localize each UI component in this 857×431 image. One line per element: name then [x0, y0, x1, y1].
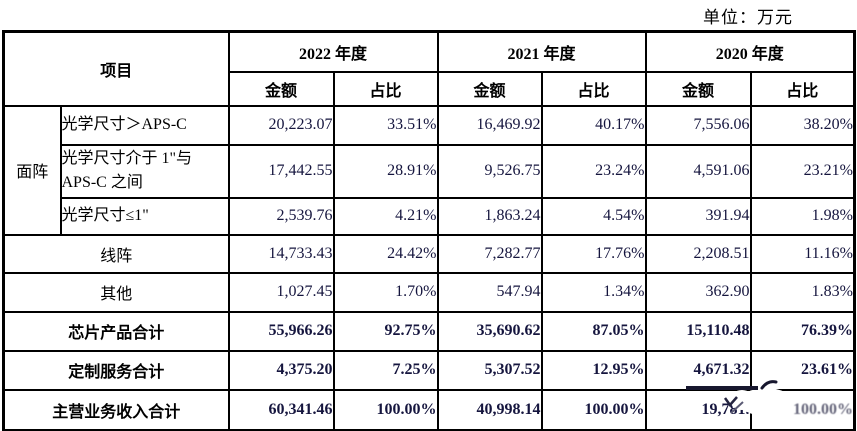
table-row-total: 主营业务收入合计 60,341.46 100.00% 40,998.14 100… — [2, 388, 856, 431]
ratio-cell: 28.91% — [332, 143, 439, 199]
header-amount-2022: 金额 — [227, 70, 335, 107]
header-year-2021: 2021 年度 — [436, 30, 647, 73]
header-amount-2020: 金额 — [644, 70, 752, 107]
ratio-cell: 92.75% — [332, 310, 439, 352]
amount-cell: 40,998.14 — [436, 388, 543, 431]
revenue-breakdown-table: 项目 2022 年度 2021 年度 2020 年度 金额 占比 金额 占比 金… — [2, 30, 856, 431]
ratio-cell: 87.05% — [540, 310, 647, 352]
amount-cell-obscured: 19,781. — [644, 388, 752, 431]
ratio-cell: 23.24% — [540, 143, 647, 199]
ratio-cell: 24.42% — [332, 233, 439, 274]
amount-cell: 4,591.06 — [644, 143, 752, 199]
header-row-years: 项目 2022 年度 2021 年度 2020 年度 — [2, 30, 856, 107]
ratio-cell: 38.20% — [749, 104, 856, 146]
table-row-subtotal-service: 定制服务合计 4,375.20 7.25% 5,307.52 12.95% 4,… — [2, 349, 856, 391]
ratio-cell: 100.00% — [540, 388, 647, 431]
ratio-cell: 4.21% — [332, 196, 439, 236]
amount-cell: 16,469.92 — [436, 104, 543, 146]
row-label: 光学尺寸＞APS-C — [59, 104, 230, 146]
row-label: 定制服务合计 — [2, 349, 230, 391]
amount-cell: 2,539.76 — [227, 196, 335, 236]
amount-cell: 5,307.52 — [436, 349, 543, 391]
header-year-2020: 2020 年度 — [644, 30, 856, 73]
ratio-cell: 1.83% — [749, 271, 856, 313]
row-label: 线阵 — [2, 233, 230, 274]
amount-cell: 35,690.62 — [436, 310, 543, 352]
ratio-cell: 1.34% — [540, 271, 647, 313]
amount-cell: 7,282.77 — [436, 233, 543, 274]
amount-cell: 60,341.46 — [227, 388, 335, 431]
amount-cell: 391.94 — [644, 196, 752, 236]
amount-cell: 15,110.48 — [644, 310, 752, 352]
table-row: 线阵 14,733.43 24.42% 7,282.77 17.76% 2,20… — [2, 233, 856, 274]
header-year-2022: 2022 年度 — [227, 30, 439, 73]
ratio-cell: 33.51% — [332, 104, 439, 146]
amount-cell: 4,671.32 — [644, 349, 752, 391]
ratio-cell: 7.25% — [332, 349, 439, 391]
ratio-cell: 1.98% — [749, 196, 856, 236]
row-label: 其他 — [2, 271, 230, 313]
amount-cell: 7,556.06 — [644, 104, 752, 146]
amount-cell: 2,208.51 — [644, 233, 752, 274]
ratio-cell: 40.17% — [540, 104, 647, 146]
amount-cell: 20,223.07 — [227, 104, 335, 146]
row-label: 主营业务收入合计 — [2, 388, 230, 431]
ratio-cell: 100.00% — [332, 388, 439, 431]
ratio-cell: 12.95% — [540, 349, 647, 391]
row-group-label: 面阵 — [2, 104, 62, 236]
ratio-cell: 17.76% — [540, 233, 647, 274]
ratio-cell: 4.54% — [540, 196, 647, 236]
amount-cell: 1,863.24 — [436, 196, 543, 236]
row-label: 光学尺寸≤1" — [59, 196, 230, 236]
header-ratio-2021: 占比 — [540, 70, 647, 107]
ratio-cell: 23.61% — [749, 349, 856, 391]
ratio-cell: 23.21% — [749, 143, 856, 199]
amount-cell: 547.94 — [436, 271, 543, 313]
table-row: 面阵 光学尺寸＞APS-C 20,223.07 33.51% 16,469.92… — [2, 104, 856, 236]
header-amount-2021: 金额 — [436, 70, 543, 107]
amount-cell: 9,526.75 — [436, 143, 543, 199]
unit-label: 单位：万元 — [703, 8, 793, 27]
header-item: 项目 — [2, 30, 230, 107]
amount-cell: 1,027.45 — [227, 271, 335, 313]
table-row: 光学尺寸≤1" 2,539.76 4.21% 1,863.24 4.54% 39… — [4, 196, 856, 236]
amount-cell: 55,966.26 — [227, 310, 335, 352]
ratio-cell-degraded: 100.00% — [749, 388, 856, 431]
amount-cell: 14,733.43 — [227, 233, 335, 274]
amount-cell: 362.90 — [644, 271, 752, 313]
table-row-subtotal-chip: 芯片产品合计 55,966.26 92.75% 35,690.62 87.05%… — [2, 310, 856, 352]
header-ratio-2020: 占比 — [749, 70, 856, 107]
row-label: 芯片产品合计 — [2, 310, 230, 352]
row-label: 光学尺寸介于 1"与 APS-C 之间 — [59, 143, 230, 199]
ratio-cell: 1.70% — [332, 271, 439, 313]
amount-cell: 4,375.20 — [227, 349, 335, 391]
header-row-measures: 金额 占比 金额 占比 金额 占比 — [4, 70, 856, 107]
table-row: 其他 1,027.45 1.70% 547.94 1.34% 362.90 1.… — [2, 271, 856, 313]
header-ratio-2022: 占比 — [332, 70, 439, 107]
amount-cell: 17,442.55 — [227, 143, 335, 199]
ratio-cell: 76.39% — [749, 310, 856, 352]
ratio-cell: 11.16% — [749, 233, 856, 274]
table-row: 光学尺寸介于 1"与 APS-C 之间 17,442.55 28.91% 9,5… — [4, 143, 856, 199]
